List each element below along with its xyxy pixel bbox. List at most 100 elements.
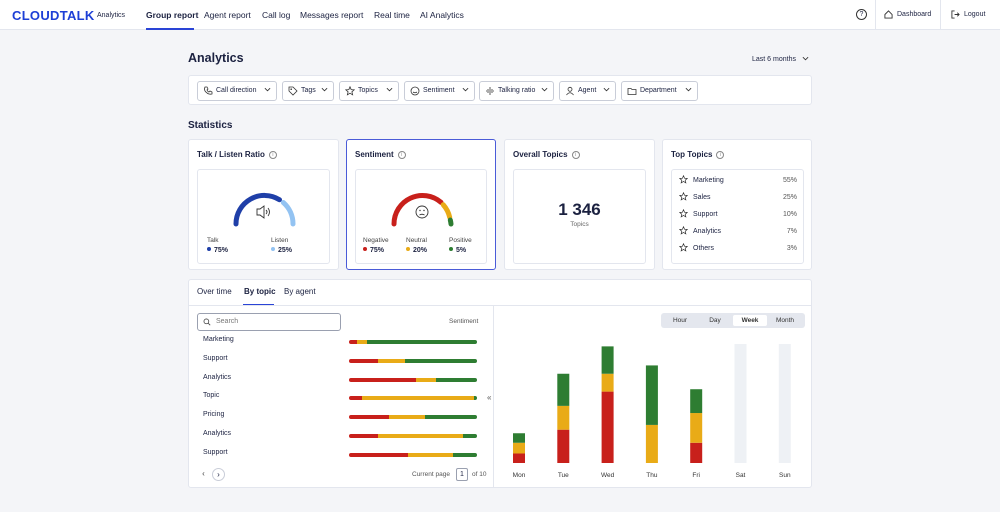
talk-value: 75% xyxy=(207,247,228,254)
bar-negative-mon[interactable] xyxy=(513,453,525,463)
neutral-segment xyxy=(356,340,367,344)
search-input[interactable]: Search xyxy=(197,313,341,331)
nav-tab-agent-report[interactable]: Agent report xyxy=(204,10,251,20)
topic-row[interactable]: Support xyxy=(203,353,483,367)
talk-listen-panel: Talk 75% Listen 25% xyxy=(197,169,330,264)
topic-name: Marketing xyxy=(693,177,724,184)
bar-negative-wed[interactable] xyxy=(601,391,614,463)
listen-value: 25% xyxy=(271,247,292,254)
chevron-down-icon xyxy=(541,87,548,92)
bar-positive-fri[interactable] xyxy=(690,389,703,414)
search-placeholder: Search xyxy=(216,318,239,325)
bar-neutral-thu[interactable] xyxy=(645,424,658,463)
overall-topics-card: Overall Topics i 1 346 Topics xyxy=(504,139,655,270)
card-title-text: Sentiment xyxy=(355,150,394,159)
granularity-hour[interactable]: Hour xyxy=(672,317,688,324)
granularity-week[interactable]: Week xyxy=(733,315,767,326)
filter-topics[interactable]: Topics xyxy=(339,81,399,101)
listen-dot xyxy=(271,247,275,251)
tab-by-topic[interactable]: By topic xyxy=(244,287,276,296)
info-icon[interactable]: i xyxy=(397,151,406,159)
collapse-icon[interactable]: « xyxy=(487,393,492,402)
topic-row[interactable]: Analytics xyxy=(203,428,483,442)
top-topics-card: Top Topics i Marketing 55% Sales 25% Supp… xyxy=(662,139,812,270)
topic-row[interactable]: Support xyxy=(203,447,483,461)
divider xyxy=(875,0,876,30)
negative-segment xyxy=(349,452,408,457)
logout-icon xyxy=(951,10,960,19)
nav-tab-messages-report[interactable]: Messages report xyxy=(300,10,364,20)
nav-tab-ai-analytics[interactable]: AI Analytics xyxy=(420,10,464,20)
filter-tags[interactable]: Tags xyxy=(282,81,334,101)
bar-neutral-mon[interactable] xyxy=(513,442,525,454)
sentiment-card[interactable]: Sentiment i Negative 75% Neutral 20% Posi… xyxy=(346,139,496,270)
topic-row[interactable]: Topic xyxy=(203,390,483,404)
negative-segment xyxy=(349,415,389,420)
sentiment-bar xyxy=(349,340,477,344)
top-topics-list: Marketing 55% Sales 25% Support 10% Anal… xyxy=(671,169,804,264)
chevron-down-icon xyxy=(386,87,393,92)
granularity-toggle: Hour Day Week Month xyxy=(661,313,805,328)
neutral-segment xyxy=(388,415,425,420)
positive-segment xyxy=(452,452,477,457)
negative-value: 75% xyxy=(363,247,384,254)
filter-label: Sentiment xyxy=(423,87,455,94)
bar-neutral-fri[interactable] xyxy=(690,413,703,443)
card-title: Talk / Listen Ratio i xyxy=(197,150,277,159)
bar-neutral-tue[interactable] xyxy=(557,405,570,430)
star-icon xyxy=(679,192,688,201)
topic-row[interactable]: Pricing xyxy=(203,409,483,423)
bar-negative-fri[interactable] xyxy=(690,442,703,463)
chevron-down-icon xyxy=(603,87,610,92)
topic-name: Marketing xyxy=(203,336,234,343)
dashboard-link[interactable]: Dashboard xyxy=(884,0,931,30)
tab-by-agent[interactable]: By agent xyxy=(284,287,316,296)
overall-topics-panel: 1 346 Topics xyxy=(513,169,646,264)
granularity-month[interactable]: Month xyxy=(775,317,795,324)
cloudtalk-logo[interactable]: CLOUDTALK xyxy=(12,8,95,23)
card-title: Overall Topics i xyxy=(513,150,580,159)
sentiment-bar xyxy=(349,452,477,457)
bar-neutral-wed[interactable] xyxy=(601,373,614,392)
positive-arc xyxy=(447,217,454,227)
period-selector[interactable]: Last 6 months xyxy=(752,56,809,63)
neutral-label: Neutral xyxy=(406,237,427,244)
bar-positive-thu[interactable] xyxy=(645,365,658,425)
prev-page-button[interactable]: ‹ xyxy=(202,469,205,478)
topic-row[interactable]: Analytics xyxy=(203,372,483,386)
current-page-input[interactable]: 1 xyxy=(456,468,468,481)
bar-negative-tue[interactable] xyxy=(557,429,570,463)
negative-segment xyxy=(349,377,416,382)
neutral-segment xyxy=(415,377,437,382)
filter-agent[interactable]: Agent xyxy=(559,81,616,101)
topic-name: Analytics xyxy=(203,373,232,381)
filter-call-direction[interactable]: Call direction xyxy=(197,81,277,101)
positive-segment xyxy=(474,396,477,401)
filter-sentiment[interactable]: Sentiment xyxy=(404,81,475,101)
section-label: Analytics xyxy=(97,12,126,19)
filter-department[interactable]: Department xyxy=(621,81,698,101)
info-icon[interactable]: i xyxy=(268,151,277,159)
tab-over-time[interactable]: Over time xyxy=(197,287,232,296)
x-tick-label: Fri xyxy=(692,472,700,479)
folder-icon xyxy=(627,88,637,95)
phone-icon xyxy=(204,86,213,95)
granularity-day[interactable]: Day xyxy=(709,317,721,324)
nav-tab-call-log[interactable]: Call log xyxy=(262,10,291,20)
bar-positive-tue[interactable] xyxy=(557,373,570,406)
filter-talking-ratio[interactable]: Talking ratio xyxy=(479,81,554,101)
help-icon[interactable]: ? xyxy=(856,9,867,20)
x-tick-label: Sat xyxy=(736,472,746,479)
waveform-icon xyxy=(486,87,494,95)
positive-segment xyxy=(366,340,477,344)
bar-positive-wed[interactable] xyxy=(601,346,614,374)
nav-tab-real-time[interactable]: Real time xyxy=(374,10,410,20)
next-page-button[interactable]: › xyxy=(212,468,225,481)
nav-tab-group-report[interactable]: Group report xyxy=(146,10,199,20)
info-icon[interactable]: i xyxy=(571,151,580,159)
logout-link[interactable]: Logout xyxy=(951,0,985,30)
topic-row[interactable]: Marketing xyxy=(203,334,483,348)
bar-positive-mon[interactable] xyxy=(513,433,525,443)
info-icon[interactable]: i xyxy=(716,151,725,159)
topic-percent: 7% xyxy=(786,228,797,235)
